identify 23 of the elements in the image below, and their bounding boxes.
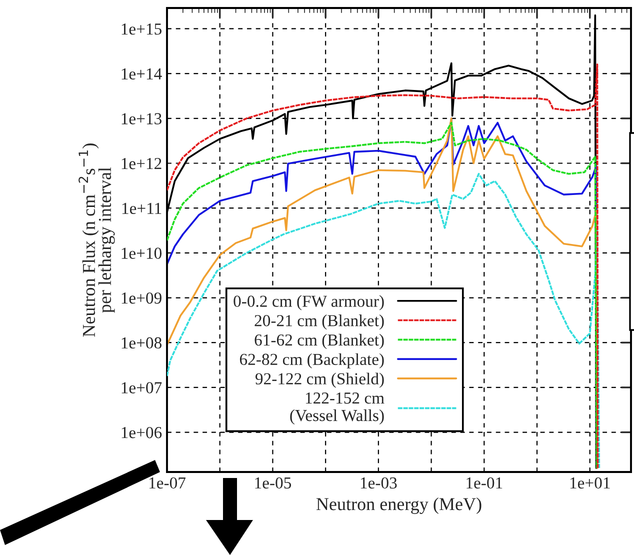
legend-label: 20-21 cm (Blanket) bbox=[254, 314, 384, 330]
y-tick-label: 1e+09 bbox=[122, 292, 162, 304]
legend-label: 0-0.2 cm (FW armour) bbox=[234, 295, 384, 310]
legend-label: 61-62 cm (Blanket) bbox=[254, 334, 384, 350]
y-tick-label: 1e+13 bbox=[122, 113, 162, 124]
x-tick-label: 1e-07 bbox=[149, 477, 186, 489]
x-tick-label: 1e-01 bbox=[466, 477, 502, 489]
x-tick-label: 1e-05 bbox=[255, 477, 292, 489]
legend-label: 92-122 cm (Shield) bbox=[255, 372, 384, 388]
y-tick-label: 1e+10 bbox=[122, 248, 162, 259]
x-tick-label: 1e-03 bbox=[360, 477, 397, 489]
legend-label: 62-82 cm (Backplate) bbox=[240, 353, 384, 368]
y-tick-label: 1e+12 bbox=[122, 158, 162, 170]
y-tick-label: 1e+08 bbox=[122, 337, 162, 349]
x-axis-title: Neutron energy (MeV) bbox=[316, 498, 482, 514]
y-tick-label: 1e+07 bbox=[122, 382, 162, 394]
legend-label: 122-152 cm (Vessel Walls) bbox=[290, 392, 384, 425]
y-tick-label: 1e+14 bbox=[122, 68, 162, 80]
x-tick-label: 1e+01 bbox=[570, 477, 610, 489]
y-axis-title: Neutron Flux (n cm$^{−2}$s$^{−1}$) per lethargy interval bbox=[78, 144, 115, 337]
y-tick-label: 1e+15 bbox=[122, 24, 162, 35]
y-tick-label: 1e+06 bbox=[122, 426, 162, 438]
y-tick-label: 1e+11 bbox=[122, 202, 162, 214]
